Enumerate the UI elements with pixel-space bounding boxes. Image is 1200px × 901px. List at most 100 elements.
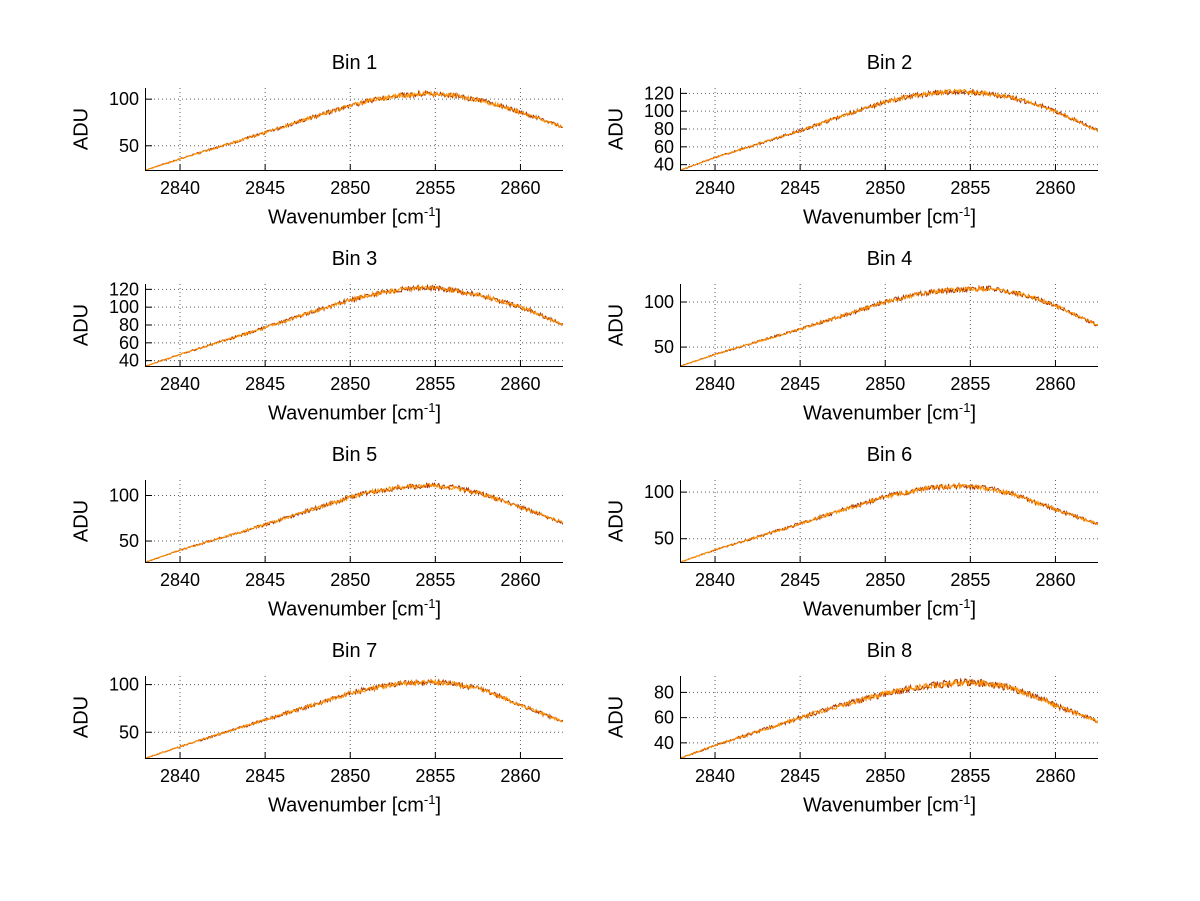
x-axis-label: Wavenumber [cm-1] <box>681 396 1098 426</box>
svg-text:50: 50 <box>119 136 139 156</box>
plot-area: 2840 2845 2850 2855 2860 50 100 <box>644 480 1098 590</box>
x-axis-label-sup: -1 <box>423 204 436 219</box>
plot-area: 2840 2845 2850 2855 2860 50 100 <box>109 480 563 590</box>
svg-text:2855: 2855 <box>415 570 455 590</box>
svg-text:120: 120 <box>109 279 139 299</box>
subplot-bin-2: Bin 2 ADU 2840 2845 2850 2855 2860 40 60 80 100 1… <box>593 50 1133 236</box>
plot-title: Bin 6 <box>866 444 913 466</box>
svg-text:2850: 2850 <box>330 374 370 394</box>
plot-title: Bin 1 <box>331 52 378 74</box>
svg-text:2845: 2845 <box>780 766 820 786</box>
svg-text:50: 50 <box>654 337 674 357</box>
x-axis-label-sup: -1 <box>958 204 971 219</box>
x-axis-label-end: ] <box>970 794 977 817</box>
svg-text:2850: 2850 <box>865 766 905 786</box>
plot-area: 2840 2845 2850 2855 2860 50 100 <box>644 284 1098 394</box>
x-axis-label: Wavenumber [cm-1] <box>681 788 1098 818</box>
svg-text:2850: 2850 <box>330 570 370 590</box>
svg-text:2855: 2855 <box>950 766 990 786</box>
svg-text:2845: 2845 <box>245 766 285 786</box>
svg-text:100: 100 <box>109 485 139 505</box>
plot-title: Bin 8 <box>866 640 913 662</box>
x-axis-label-sup: -1 <box>423 792 436 807</box>
svg-text:2840: 2840 <box>695 766 735 786</box>
svg-text:2845: 2845 <box>245 178 285 198</box>
svg-text:2850: 2850 <box>330 178 370 198</box>
x-axis-label-base: Wavenumber [cm <box>267 598 424 621</box>
svg-text:60: 60 <box>654 137 674 157</box>
x-axis-label-end: ] <box>435 206 442 229</box>
svg-text:2860: 2860 <box>500 766 540 786</box>
x-axis-label-base: Wavenumber [cm <box>267 402 424 425</box>
svg-text:2840: 2840 <box>695 374 735 394</box>
svg-text:2855: 2855 <box>950 570 990 590</box>
svg-text:2850: 2850 <box>865 178 905 198</box>
x-axis-label-sup: -1 <box>423 596 436 611</box>
svg-text:2860: 2860 <box>1035 766 1075 786</box>
svg-text:2855: 2855 <box>415 766 455 786</box>
subplot-bin-7: Bin 7 ADU 2840 2845 2850 2855 2860 50 100 Wave… <box>58 638 598 824</box>
x-axis-label-base: Wavenumber [cm <box>802 794 959 817</box>
svg-text:80: 80 <box>654 682 674 702</box>
svg-text:100: 100 <box>644 101 674 121</box>
plot-area: 2840 2845 2850 2855 2860 40 60 80 <box>654 676 1098 786</box>
plot-area: 2840 2845 2850 2855 2860 50 100 <box>109 88 563 198</box>
svg-text:2860: 2860 <box>500 570 540 590</box>
plot-area: 2840 2845 2850 2855 2860 50 100 <box>109 675 563 786</box>
subplot-bin-6: Bin 6 ADU 2840 2845 2850 2855 2860 50 100 Wave… <box>593 442 1133 628</box>
svg-text:2845: 2845 <box>780 178 820 198</box>
svg-text:2860: 2860 <box>1035 178 1075 198</box>
x-axis-label-end: ] <box>435 402 442 425</box>
svg-text:2845: 2845 <box>245 570 285 590</box>
svg-text:2855: 2855 <box>415 374 455 394</box>
plot-title: Bin 4 <box>866 248 913 270</box>
x-axis-label-base: Wavenumber [cm <box>267 206 424 229</box>
svg-text:2850: 2850 <box>865 374 905 394</box>
x-axis-label-base: Wavenumber [cm <box>802 206 959 229</box>
svg-text:2840: 2840 <box>160 766 200 786</box>
plot-title: Bin 2 <box>866 52 913 74</box>
svg-text:50: 50 <box>119 531 139 551</box>
x-axis-label-end: ] <box>970 206 977 229</box>
x-axis-label: Wavenumber [cm-1] <box>146 396 563 426</box>
plot-title: Bin 7 <box>331 640 378 662</box>
x-axis-label-end: ] <box>435 794 442 817</box>
subplot-bin-1: Bin 1 ADU 2840 2845 2850 2855 2860 50 100 Wave… <box>58 50 598 236</box>
svg-text:2840: 2840 <box>695 570 735 590</box>
svg-text:2860: 2860 <box>1035 374 1075 394</box>
x-axis-label: Wavenumber [cm-1] <box>681 200 1098 230</box>
x-axis-label: Wavenumber [cm-1] <box>146 788 563 818</box>
svg-text:2845: 2845 <box>780 570 820 590</box>
svg-text:2850: 2850 <box>330 766 370 786</box>
subplot-bin-3: Bin 3 ADU 2840 2845 2850 2855 2860 40 60 80 100 1… <box>58 246 598 432</box>
x-axis-label-sup: -1 <box>958 792 971 807</box>
svg-text:50: 50 <box>119 722 139 742</box>
svg-text:2860: 2860 <box>500 178 540 198</box>
svg-text:2855: 2855 <box>950 178 990 198</box>
subplot-bin-5: Bin 5 ADU 2840 2845 2850 2855 2860 50 100 Wave… <box>58 442 598 628</box>
svg-text:2840: 2840 <box>160 570 200 590</box>
x-axis-label: Wavenumber [cm-1] <box>146 200 563 230</box>
x-axis-label-end: ] <box>435 598 442 621</box>
svg-text:100: 100 <box>109 675 139 695</box>
svg-text:2840: 2840 <box>160 178 200 198</box>
x-axis-label-base: Wavenumber [cm <box>802 598 959 621</box>
svg-text:100: 100 <box>109 89 139 109</box>
x-axis-label-sup: -1 <box>958 596 971 611</box>
svg-text:2855: 2855 <box>950 374 990 394</box>
svg-text:2850: 2850 <box>865 570 905 590</box>
x-axis-label-base: Wavenumber [cm <box>267 794 424 817</box>
svg-text:60: 60 <box>654 708 674 728</box>
svg-text:40: 40 <box>119 351 139 371</box>
svg-text:2845: 2845 <box>780 374 820 394</box>
svg-text:100: 100 <box>644 482 674 502</box>
x-axis-label-base: Wavenumber [cm <box>802 402 959 425</box>
svg-text:2855: 2855 <box>415 178 455 198</box>
svg-text:2860: 2860 <box>500 374 540 394</box>
svg-text:60: 60 <box>119 333 139 353</box>
svg-text:50: 50 <box>654 529 674 549</box>
svg-text:2860: 2860 <box>1035 570 1075 590</box>
